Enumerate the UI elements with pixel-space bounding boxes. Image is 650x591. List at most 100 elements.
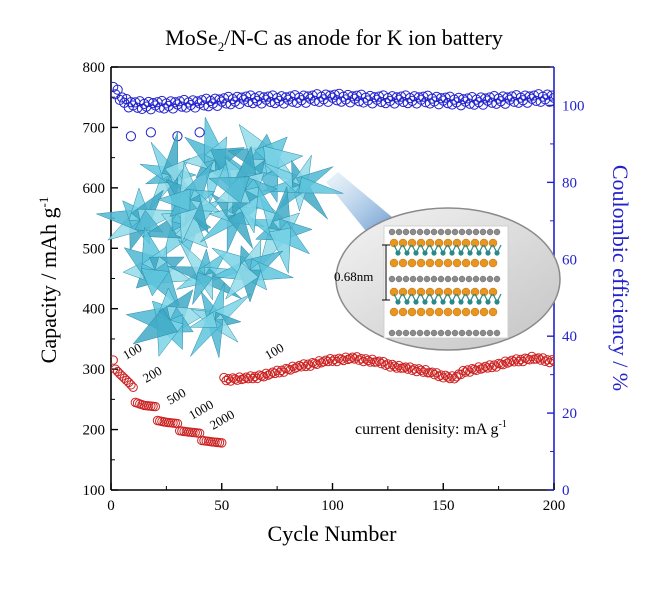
capacity-point: [547, 355, 554, 365]
capacity-point: [411, 366, 422, 377]
carbon-atom: [402, 329, 410, 337]
capacity-point: [272, 365, 282, 376]
carbon-atom: [416, 329, 424, 337]
capacity-point: [111, 355, 118, 365]
selenium-atom: [470, 287, 480, 297]
molybdenum-atom: [494, 250, 500, 256]
series-capacity: [111, 351, 554, 448]
y-left-tick-label: 500: [83, 241, 106, 257]
y-left-tick-label: 800: [83, 60, 106, 76]
y-right-tick-label: 40: [562, 329, 577, 345]
molybdenum-atom: [395, 299, 401, 305]
selenium-atom: [425, 307, 435, 317]
capacity-point: [385, 362, 395, 372]
molybdenum-atom: [413, 250, 419, 256]
carbon-atom: [423, 275, 431, 283]
carbon-atom: [409, 329, 417, 337]
capacity-point: [542, 355, 553, 365]
capacity-point: [241, 372, 251, 382]
capacity-point: [416, 365, 426, 376]
molybdenum-atom: [476, 250, 482, 256]
selenium-atom: [407, 287, 417, 297]
molybdenum-atom: [431, 250, 437, 256]
capacity-point: [150, 401, 161, 412]
capacity-point: [527, 351, 537, 362]
molybdenum-atom: [404, 250, 410, 256]
flower-petal: [164, 157, 191, 182]
efficiency-point: [194, 127, 205, 138]
selenium-atom: [425, 258, 435, 268]
x-axis-label: Cycle Number: [268, 521, 398, 546]
selenium-atom: [452, 307, 462, 317]
molybdenum-atom: [395, 250, 401, 256]
interlayer-spacing-label: 0.68nm: [334, 269, 373, 284]
carbon-atom: [472, 275, 480, 283]
carbon-atom: [402, 275, 410, 283]
flower-petal: [132, 307, 178, 345]
selenium-atom: [389, 287, 399, 297]
efficiency-point: [125, 131, 137, 142]
y-left-tick-label: 200: [83, 423, 106, 439]
y-right-tick-label: 80: [562, 175, 577, 191]
selenium-atom: [479, 287, 489, 297]
carbon-atom: [486, 329, 494, 337]
flower-petal: [189, 311, 218, 328]
capacity-point: [447, 371, 457, 381]
carbon-atom: [430, 275, 438, 283]
selenium-atom: [461, 238, 471, 248]
carbon-atom: [486, 275, 494, 283]
molybdenum-atom: [467, 250, 473, 256]
capacity-point: [409, 364, 420, 374]
carbon-atom: [451, 228, 459, 236]
carbon-atom: [395, 228, 403, 236]
capacity-point: [376, 358, 386, 369]
capacity-point: [536, 355, 546, 365]
carbon-atom: [479, 275, 487, 283]
x-tick-label: 50: [214, 498, 229, 514]
selenium-atom: [434, 238, 444, 248]
capacity-point: [487, 362, 497, 373]
capacity-point: [473, 362, 484, 372]
x-tick-label: 200: [543, 498, 566, 514]
y-right-tick-label: 100: [562, 98, 585, 114]
carbon-atom: [472, 329, 480, 337]
molybdenum-atom: [422, 299, 428, 305]
selenium-atom: [452, 238, 462, 248]
carbon-atom: [423, 228, 431, 236]
zoom-beam: [326, 172, 398, 236]
nanoflower-particle-illustration: [96, 116, 344, 358]
capacity-point: [321, 355, 331, 365]
carbon-atom: [416, 275, 424, 283]
capacity-point: [126, 380, 136, 390]
capacity-point: [267, 367, 278, 377]
title-rest: /N-C as anode for K ion battery: [224, 25, 503, 50]
capacity-point: [327, 356, 338, 366]
capacity-point: [363, 355, 373, 366]
y-left-tick-label: 300: [83, 362, 106, 378]
flower-petal: [208, 176, 250, 204]
carbon-atom: [402, 228, 410, 236]
capacity-point: [394, 360, 404, 371]
title-main: MoSe: [165, 25, 218, 50]
selenium-atom: [443, 287, 453, 297]
y-left-tick-label: 100: [83, 483, 106, 499]
carbon-atom: [465, 275, 473, 283]
y-left-label-sup: -1: [36, 197, 51, 208]
capacity-point: [345, 353, 355, 364]
capacity-point: [389, 361, 400, 371]
capacity-point: [338, 355, 349, 366]
selenium-atom: [452, 258, 462, 268]
capacity-point: [294, 360, 304, 371]
selenium-atom: [425, 238, 435, 248]
capacity-point: [314, 356, 324, 366]
molybdenum-atom: [485, 250, 491, 256]
capacity-point: [427, 367, 437, 377]
selenium-atom: [488, 238, 498, 248]
molybdenum-atom: [440, 299, 446, 305]
molybdenum-atom: [431, 299, 437, 305]
capacity-point: [194, 428, 205, 438]
carbon-atom: [458, 329, 466, 337]
y-left-axis-ticks: 100 200 300 400 500 600 700 800: [83, 60, 118, 499]
capacity-point: [451, 372, 462, 382]
selenium-atom: [425, 287, 435, 297]
